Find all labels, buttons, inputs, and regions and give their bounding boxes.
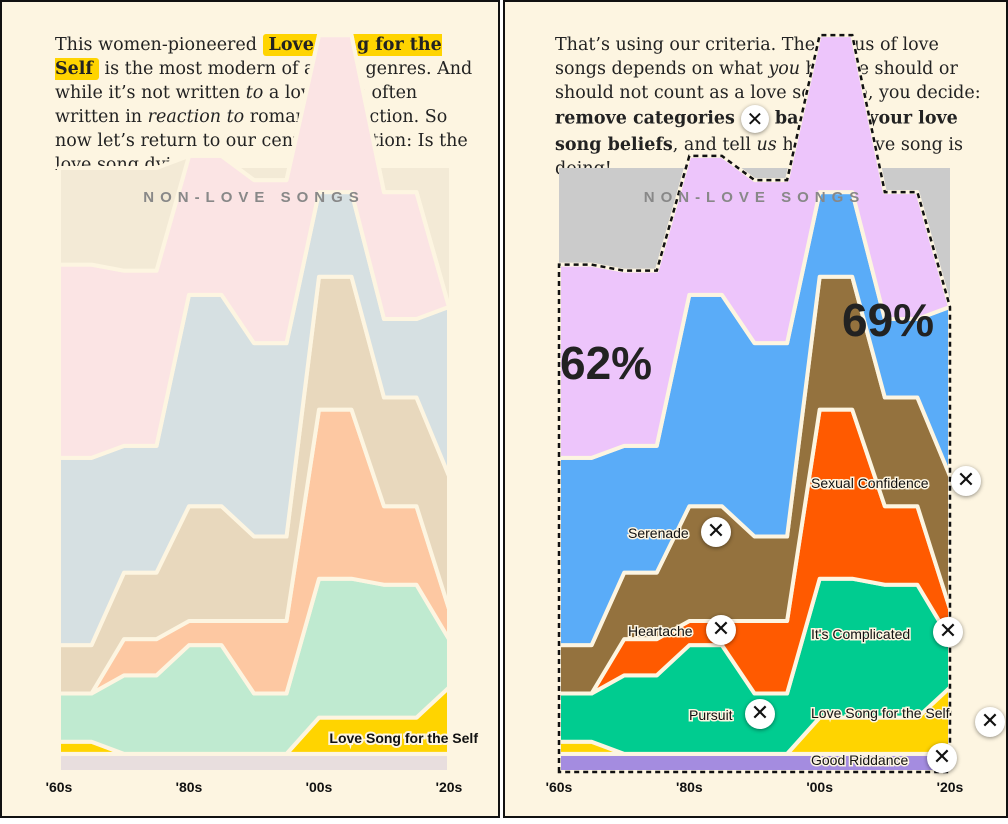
remove-heartache-button[interactable]: ✕ (706, 615, 736, 645)
tick-label: '60s (46, 779, 73, 795)
remove-good-riddance-button[interactable]: ✕ (927, 743, 957, 773)
chart-right: NON-LOVE SONGS '60s '80s '00s '20s 62% 69% Sere… (546, 33, 964, 795)
left-panel: This women-pioneered Love Song for the S… (0, 0, 500, 818)
tick-label: '00s (306, 779, 333, 795)
chart-title: NON-LOVE SONGS (143, 189, 365, 206)
chart-title: NON-LOVE SONGS (644, 189, 866, 206)
tick-label: '60s (546, 779, 573, 795)
right-panel: That’s using our criteria. The status of… (503, 0, 1008, 818)
area-non-love-songs (57, 33, 451, 309)
label-good-riddance: Good Riddance (811, 752, 909, 768)
annotation-62: 62% (560, 337, 652, 389)
close-icon: ✕ (740, 105, 769, 133)
remove-love-song-for-the-self-button[interactable]: ✕ (975, 707, 1005, 737)
para-emphasis: to (245, 83, 264, 103)
para-emphasis: reaction to (147, 107, 245, 127)
label-it-s-complicated: It's Complicated (811, 626, 910, 642)
tick-label: '00s (806, 779, 833, 795)
label-love-song-for-the-self: Love Song for the Self (329, 730, 478, 746)
para-bold: remove categories (555, 108, 735, 129)
remove-sexual-confidence-button[interactable]: ✕ (951, 466, 981, 496)
label-sexual-confidence: Sexual Confidence (811, 475, 929, 491)
label-heartache: Heartache (628, 623, 693, 639)
tick-label: '20s (937, 779, 964, 795)
remove-serenade-button[interactable]: ✕ (701, 517, 731, 547)
label-serenade: Serenade (628, 525, 689, 541)
remove-pursuit-button[interactable]: ✕ (745, 699, 775, 729)
tick-label: '80s (176, 779, 203, 795)
para-emphasis: you (768, 59, 801, 79)
tick-label: '80s (676, 779, 703, 795)
chart-left: NON-LOVE SONGS '60s '80s '00s '20s Love Song … (46, 33, 480, 795)
love-song-boundary (557, 33, 952, 774)
para-emphasis: us (756, 135, 777, 155)
area-good-riddance (57, 751, 451, 774)
para-text: , and tell (672, 135, 757, 155)
para-text: This women-pioneered (55, 35, 263, 55)
label-pursuit: Pursuit (689, 707, 733, 723)
remove-it-s-complicated-button[interactable]: ✕ (933, 617, 963, 647)
para-text: is the most modern of all the genres. An… (55, 59, 473, 103)
label-love-song-for-the-self: Love Song for the Self (811, 705, 950, 721)
annotation-69: 69% (842, 294, 934, 346)
tick-label: '20s (436, 779, 463, 795)
